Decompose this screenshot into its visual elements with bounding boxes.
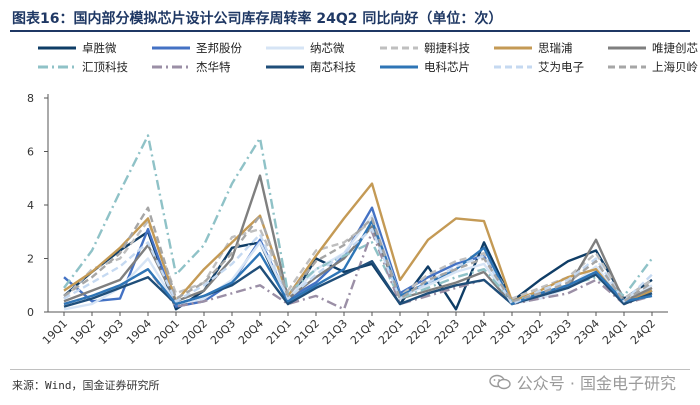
x-tick-label: 24Q1 (600, 317, 630, 347)
watermark: 公众号 · 国金电子研究 (489, 370, 676, 394)
series-line (63, 206, 653, 308)
legend-label: 唯捷创芯 (652, 41, 698, 55)
chart-series (63, 134, 653, 311)
title-rule (10, 30, 690, 32)
x-tick-label: 21Q3 (320, 317, 350, 347)
x-tick-label: 23Q1 (488, 317, 518, 347)
legend-item: 唯捷创芯 (608, 41, 698, 55)
legend-label: 汇顶科技 (82, 60, 128, 74)
legend-item: 纳芯微 (266, 41, 345, 55)
legend-item: 杰华特 (152, 60, 231, 74)
x-tick-label: 20Q4 (236, 317, 266, 347)
legend-item: 电科芯片 (380, 60, 470, 74)
x-tick-label: 20Q1 (152, 317, 182, 347)
x-tick-label: 19Q3 (96, 317, 126, 347)
legend-item: 卓胜微 (38, 41, 117, 55)
wechat-icon (489, 374, 511, 390)
watermark-text: 公众号 · 国金电子研究 (516, 374, 676, 393)
series-line (63, 182, 653, 306)
legend-label: 纳芯微 (310, 41, 345, 55)
x-tick-label: 23Q2 (516, 317, 546, 347)
y-tick-label: 4 (27, 199, 34, 212)
chart-title: 图表16：国内部分模拟芯片设计公司库存周转率 24Q2 同比向好（单位：次） (12, 11, 503, 27)
source-note: 来源：Wind，国金证券研究所 (12, 379, 160, 392)
legend-label: 杰华特 (196, 60, 231, 74)
legend-label: 思瑞浦 (538, 41, 573, 55)
footer-rule (10, 369, 690, 370)
x-tick-label: 22Q4 (460, 317, 490, 347)
x-tick-label: 19Q1 (40, 317, 70, 347)
legend-item: 汇顶科技 (38, 60, 128, 74)
legend-label: 南芯科技 (310, 60, 356, 74)
legend-label: 上海贝岭 (652, 60, 698, 74)
x-tick-label: 21Q2 (292, 317, 322, 347)
y-tick-label: 8 (27, 92, 34, 105)
x-tick-label: 22Q2 (404, 317, 434, 347)
x-tick-label: 22Q1 (376, 317, 406, 347)
x-tick-label: 20Q3 (208, 317, 238, 347)
series-line (63, 219, 653, 306)
x-tick-label: 21Q1 (264, 317, 294, 347)
chart-axes: 0246819Q119Q219Q319Q420Q120Q220Q320Q421Q… (27, 92, 668, 347)
x-tick-label: 21Q4 (348, 317, 378, 347)
y-tick-label: 0 (27, 306, 34, 319)
legend-item: 艾为电子 (494, 60, 584, 74)
x-tick-label: 24Q2 (628, 317, 658, 347)
x-tick-label: 22Q3 (432, 317, 462, 347)
y-tick-label: 6 (27, 146, 34, 159)
legend-item: 翱捷科技 (380, 41, 470, 55)
legend-item: 上海贝岭 (608, 60, 698, 74)
legend-label: 艾为电子 (538, 60, 584, 74)
series-line (63, 227, 653, 306)
series-line (63, 206, 653, 303)
legend-item: 南芯科技 (266, 60, 356, 74)
series-line (63, 134, 653, 303)
legend-item: 圣邦股份 (152, 41, 242, 55)
legend-label: 圣邦股份 (196, 41, 242, 55)
legend-label: 卓胜微 (82, 41, 117, 55)
legend-label: 电科芯片 (424, 60, 470, 74)
y-tick-label: 2 (27, 253, 34, 266)
legend-item: 思瑞浦 (494, 41, 573, 55)
x-tick-label: 23Q3 (544, 317, 574, 347)
series-line (63, 214, 653, 311)
x-tick-label: 19Q2 (68, 317, 98, 347)
x-tick-label: 23Q4 (572, 317, 602, 347)
x-tick-label: 20Q2 (180, 317, 210, 347)
legend-label: 翱捷科技 (424, 41, 470, 55)
series-line (63, 260, 653, 308)
x-tick-label: 19Q4 (124, 317, 154, 347)
